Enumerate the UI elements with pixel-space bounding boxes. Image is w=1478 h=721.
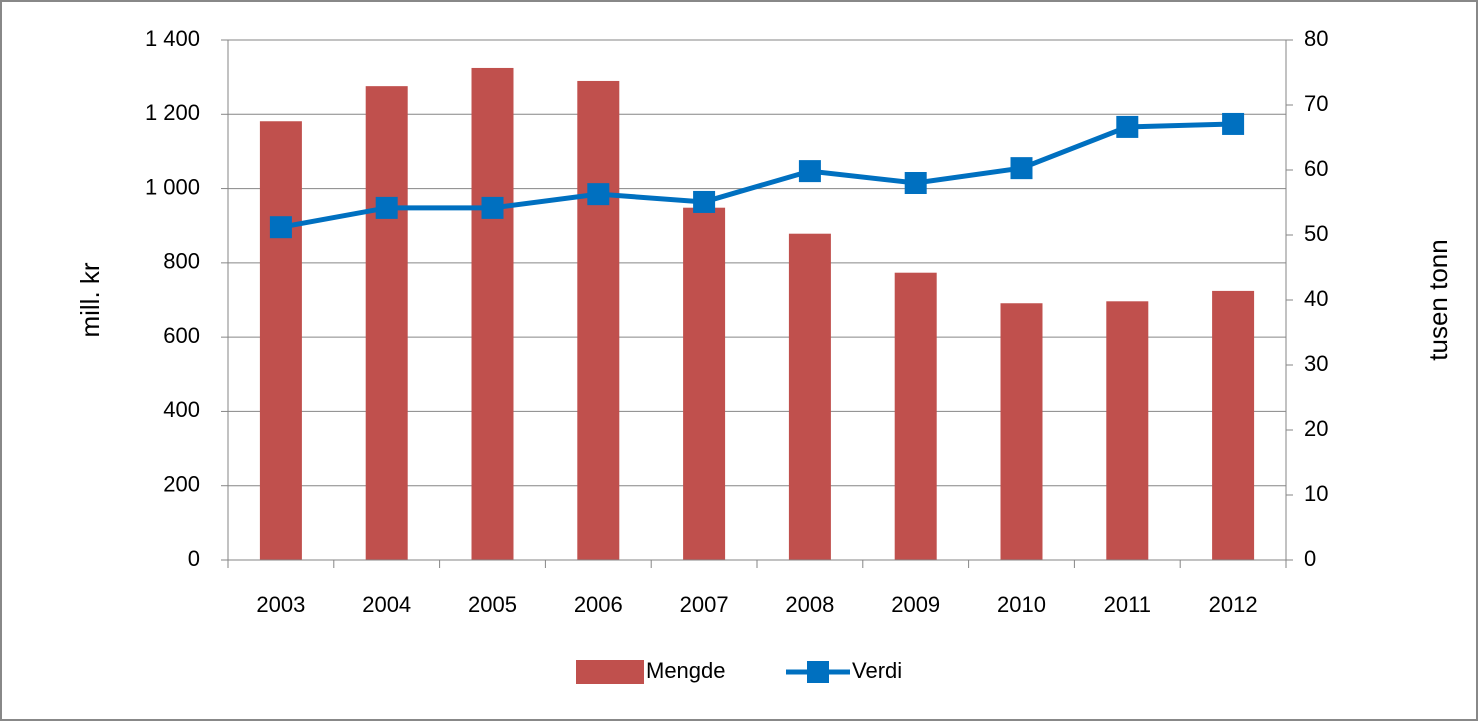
y2-tick-label: 10 [1304, 481, 1328, 506]
marker [1222, 112, 1245, 135]
x-tick-label: 2009 [891, 592, 940, 617]
marker [1116, 115, 1139, 138]
y2-tick-label: 20 [1304, 416, 1328, 441]
x-tick-label: 2011 [1104, 592, 1151, 617]
marker [693, 190, 716, 213]
legend-label: Verdi [852, 658, 902, 683]
bar [1212, 290, 1255, 560]
bar [471, 67, 514, 560]
x-tick-label: 2004 [362, 592, 411, 617]
marker [1010, 157, 1033, 180]
y2-tick-label: 30 [1304, 351, 1328, 376]
y-tick-label: 1 400 [145, 26, 200, 51]
y-tick-label: 1 200 [145, 100, 200, 125]
y2-tick-label: 50 [1304, 221, 1328, 246]
bar [365, 86, 408, 561]
x-tick-label: 2008 [785, 592, 834, 617]
x-tick-label: 2010 [997, 592, 1046, 617]
legend-label: Mengde [646, 658, 726, 683]
x-tick-label: 2006 [574, 592, 623, 617]
y-tick-label: 0 [188, 546, 200, 571]
bar [1000, 303, 1043, 560]
y2-axis-label: tusen tonn [1423, 239, 1453, 360]
marker [375, 196, 398, 219]
marker [798, 160, 821, 183]
bar [577, 80, 620, 560]
line [280, 121, 1234, 230]
y-tick-label: 1 000 [145, 174, 200, 199]
bar [1106, 301, 1149, 560]
y2-tick-label: 70 [1304, 91, 1328, 116]
y-tick-label: 400 [163, 397, 200, 422]
y-tick-label: 200 [163, 472, 200, 497]
y-axis-label: mill. kr [75, 262, 105, 337]
bar [683, 207, 726, 560]
bar [259, 121, 302, 560]
y2-tick-label: 40 [1304, 286, 1328, 311]
bar [788, 233, 831, 560]
y-tick-label: 800 [163, 249, 200, 274]
y-tick-label: 600 [163, 323, 200, 348]
bar [894, 272, 937, 560]
marker [904, 172, 927, 194]
legend-swatch [576, 660, 644, 684]
y2-tick-label: 60 [1304, 156, 1328, 181]
marker [269, 216, 292, 239]
y2-tick-label: 0 [1304, 546, 1316, 571]
legend-swatch-marker [807, 661, 829, 683]
x-tick-label: 2012 [1209, 592, 1258, 617]
y2-tick-label: 80 [1304, 26, 1328, 51]
x-tick-label: 2007 [680, 592, 729, 617]
marker [587, 183, 610, 206]
marker [481, 196, 504, 219]
x-tick-label: 2005 [468, 592, 517, 617]
x-tick-label: 2003 [256, 592, 305, 617]
